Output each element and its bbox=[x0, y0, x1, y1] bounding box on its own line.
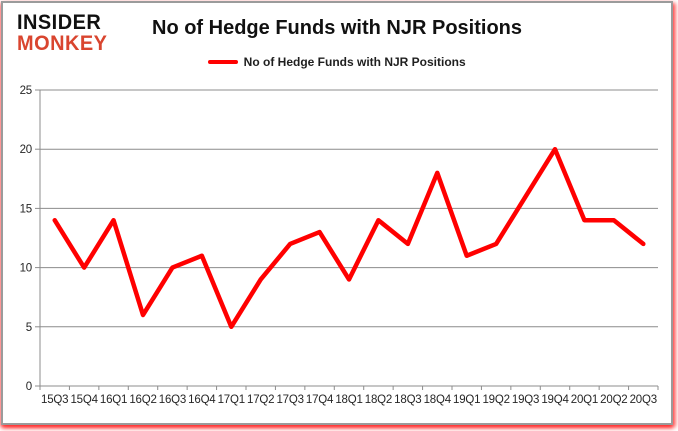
logo-word-insider: INSIDER bbox=[17, 11, 102, 34]
legend-line-swatch bbox=[208, 59, 239, 64]
series-line bbox=[52, 146, 646, 330]
y-tick-label: 15 bbox=[20, 203, 32, 215]
x-tick-label: 15Q3 bbox=[41, 394, 68, 406]
x-tick-label: 16Q1 bbox=[100, 394, 127, 406]
x-tick-label: 17Q2 bbox=[247, 394, 274, 406]
x-tick-label: 20Q1 bbox=[571, 394, 598, 406]
y-tick-label: 25 bbox=[20, 85, 32, 97]
chart-title: No of Hedge Funds with NJR Positions bbox=[152, 17, 522, 39]
chart-legend: No of Hedge Funds with NJR Positions bbox=[3, 55, 671, 69]
x-tick-label: 16Q2 bbox=[129, 394, 156, 406]
x-tick-label: 19Q1 bbox=[453, 394, 480, 406]
x-tick-label: 15Q4 bbox=[70, 394, 98, 406]
x-tick-label: 16Q3 bbox=[159, 394, 186, 406]
x-tick-label: 19Q3 bbox=[512, 394, 539, 406]
legend-label: No of Hedge Funds with NJR Positions bbox=[243, 55, 466, 69]
y-tick-label: 20 bbox=[20, 144, 32, 156]
x-tick-label: 18Q2 bbox=[365, 394, 392, 406]
logo-word-monkey: MONKEY bbox=[17, 32, 108, 55]
x-tick-label: 19Q2 bbox=[482, 394, 509, 406]
x-tick-label: 18Q1 bbox=[335, 394, 362, 406]
chart-card: INSIDER MONKEY No of Hedge Funds with NJ… bbox=[1, 1, 673, 425]
x-tick-label: 17Q3 bbox=[276, 394, 303, 406]
x-tick-label: 18Q3 bbox=[394, 394, 421, 406]
x-tick-label: 19Q4 bbox=[541, 394, 569, 406]
x-tick-label: 20Q2 bbox=[600, 394, 627, 406]
y-tick-label: 5 bbox=[26, 322, 32, 334]
y-tick-label: 0 bbox=[26, 381, 32, 393]
x-tick-label: 16Q4 bbox=[188, 394, 216, 406]
y-tick-label: 10 bbox=[20, 263, 32, 275]
insider-monkey-logo: INSIDER MONKEY bbox=[17, 12, 107, 54]
x-tick-label: 18Q4 bbox=[424, 394, 452, 406]
x-tick-label: 17Q1 bbox=[218, 394, 245, 406]
x-tick-label: 17Q4 bbox=[306, 394, 334, 406]
x-tick-label: 20Q3 bbox=[630, 394, 657, 406]
